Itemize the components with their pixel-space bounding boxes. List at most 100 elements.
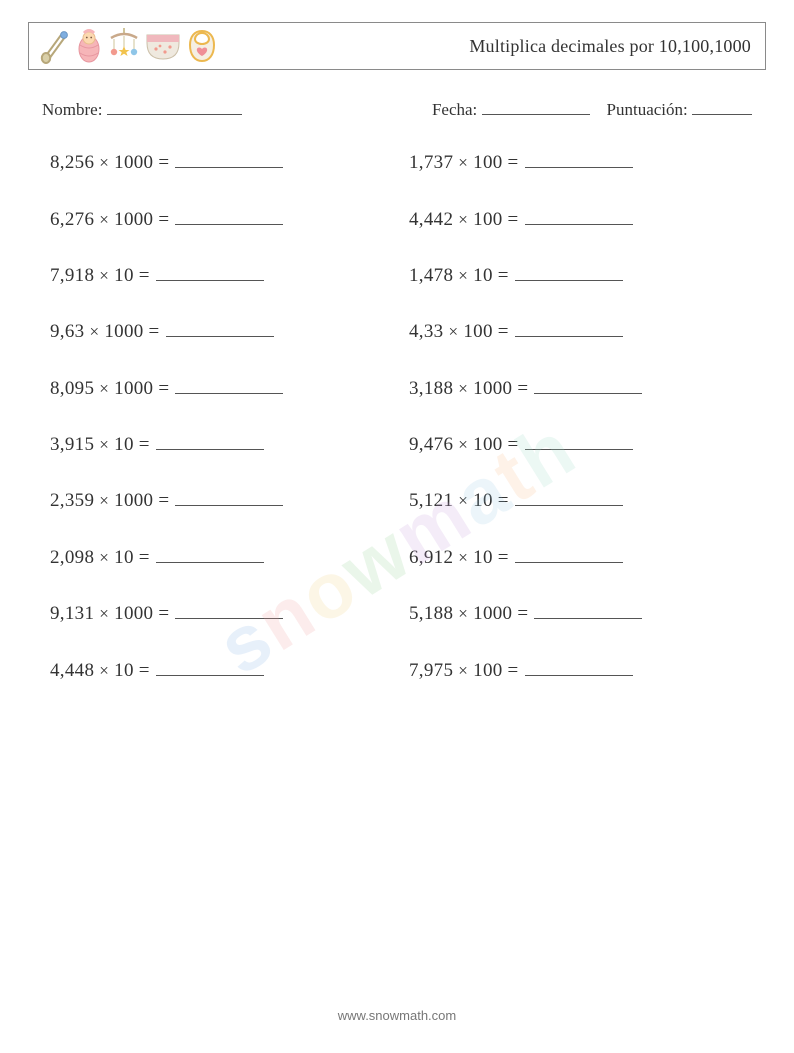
answer-blank[interactable] [175, 373, 283, 393]
operand-a: 7,918 [50, 265, 94, 286]
operand-a: 5,121 [409, 490, 453, 511]
operand-a: 8,095 [50, 378, 94, 399]
times-symbol: × [94, 210, 114, 229]
answer-blank[interactable] [525, 430, 633, 450]
answer-blank[interactable] [156, 542, 264, 562]
date-score-group: Fecha: Puntuación: [432, 96, 752, 120]
problem-expression: 7,975×100= [409, 660, 525, 682]
diaper-icon [144, 29, 182, 63]
problem-expression: 4,33×100= [409, 321, 515, 343]
operand-a: 9,63 [50, 321, 84, 342]
operand-a: 1,737 [409, 152, 453, 173]
problem-right-1: 4,442×100= [409, 204, 758, 230]
times-symbol: × [453, 210, 473, 229]
name-blank[interactable] [107, 96, 242, 115]
answer-blank[interactable] [156, 261, 264, 281]
date-blank[interactable] [482, 96, 590, 115]
operand-a: 4,442 [409, 209, 453, 230]
problem-expression: 9,63×1000= [50, 321, 166, 343]
answer-blank[interactable] [175, 148, 283, 168]
equals-symbol: = [134, 547, 156, 568]
answer-blank[interactable] [534, 599, 642, 619]
operand-a: 2,359 [50, 490, 94, 511]
equals-symbol: = [503, 152, 525, 173]
operand-b: 1000 [114, 378, 153, 399]
answer-blank[interactable] [515, 261, 623, 281]
problem-left-0: 8,256×1000= [50, 148, 399, 174]
answer-blank[interactable] [515, 486, 623, 506]
equals-symbol: = [503, 660, 525, 681]
times-symbol: × [453, 661, 473, 680]
operand-b: 10 [114, 434, 134, 455]
problem-right-4: 3,188×1000= [409, 373, 758, 399]
operand-b: 100 [473, 660, 502, 681]
problem-expression: 5,121×10= [409, 490, 515, 512]
operand-b: 100 [473, 152, 502, 173]
times-symbol: × [453, 266, 473, 285]
equals-symbol: = [134, 434, 156, 455]
problem-left-9: 4,448×10= [50, 655, 399, 681]
operand-b: 1000 [114, 209, 153, 230]
operand-a: 9,131 [50, 603, 94, 624]
operand-a: 5,188 [409, 603, 453, 624]
worksheet-header: Multiplica decimales por 10,100,1000 [28, 22, 766, 70]
problem-right-9: 7,975×100= [409, 655, 758, 681]
answer-blank[interactable] [166, 317, 274, 337]
answer-blank[interactable] [175, 204, 283, 224]
answer-blank[interactable] [156, 430, 264, 450]
times-symbol: × [443, 322, 463, 341]
operand-a: 6,276 [50, 209, 94, 230]
equals-symbol: = [144, 321, 166, 342]
equals-symbol: = [134, 660, 156, 681]
equals-symbol: = [153, 378, 175, 399]
answer-blank[interactable] [515, 317, 623, 337]
problem-expression: 9,476×100= [409, 434, 525, 456]
answer-blank[interactable] [525, 655, 633, 675]
operand-b: 100 [473, 434, 502, 455]
problem-left-5: 3,915×10= [50, 430, 399, 456]
problem-left-1: 6,276×1000= [50, 204, 399, 230]
operand-a: 6,912 [409, 547, 453, 568]
problem-expression: 8,256×1000= [50, 152, 175, 174]
problem-expression: 2,359×1000= [50, 490, 175, 512]
operand-b: 1000 [114, 603, 153, 624]
times-symbol: × [94, 435, 114, 454]
times-symbol: × [94, 491, 114, 510]
operand-a: 9,476 [409, 434, 453, 455]
problem-expression: 2,098×10= [50, 547, 156, 569]
equals-symbol: = [153, 152, 175, 173]
footer-url: www.snowmath.com [0, 1008, 794, 1023]
problem-left-2: 7,918×10= [50, 261, 399, 287]
times-symbol: × [94, 153, 114, 172]
answer-blank[interactable] [156, 655, 264, 675]
operand-a: 1,478 [409, 265, 453, 286]
times-symbol: × [453, 491, 473, 510]
answer-blank[interactable] [175, 599, 283, 619]
times-symbol: × [453, 435, 473, 454]
answer-blank[interactable] [515, 542, 623, 562]
times-symbol: × [94, 379, 114, 398]
worksheet-title: Multiplica decimales por 10,100,1000 [469, 36, 751, 57]
problem-right-3: 4,33×100= [409, 317, 758, 343]
problem-expression: 6,912×10= [409, 547, 515, 569]
problem-right-2: 1,478×10= [409, 261, 758, 287]
operand-a: 7,975 [409, 660, 453, 681]
equals-symbol: = [153, 603, 175, 624]
equals-symbol: = [134, 265, 156, 286]
operand-a: 4,33 [409, 321, 443, 342]
answer-blank[interactable] [175, 486, 283, 506]
problem-expression: 4,448×10= [50, 660, 156, 682]
operand-b: 1000 [104, 321, 143, 342]
problem-left-8: 9,131×1000= [50, 599, 399, 625]
answer-blank[interactable] [525, 148, 633, 168]
answer-blank[interactable] [534, 373, 642, 393]
operand-b: 10 [473, 265, 493, 286]
score-blank[interactable] [692, 96, 752, 115]
equals-symbol: = [493, 490, 515, 511]
times-symbol: × [94, 661, 114, 680]
date-label: Fecha: [432, 100, 477, 119]
answer-blank[interactable] [525, 204, 633, 224]
operand-b: 1000 [473, 603, 512, 624]
times-symbol: × [453, 379, 473, 398]
operand-b: 10 [114, 660, 134, 681]
